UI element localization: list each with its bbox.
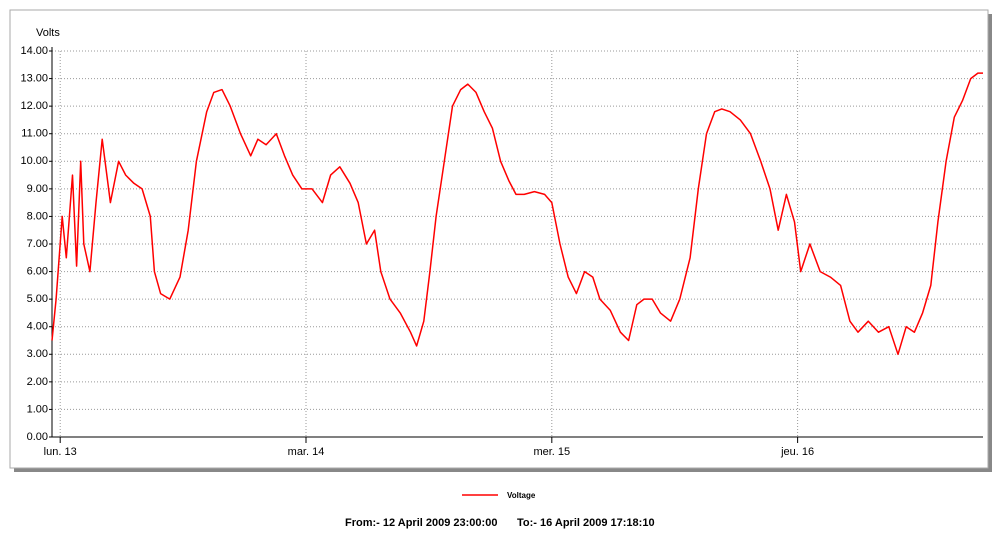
footer-from: From:- 12 April 2009 23:00:00	[345, 517, 497, 529]
y-tick-label: 8.00	[27, 210, 48, 222]
y-tick-label: 2.00	[27, 376, 48, 388]
y-tick-label: 13.00	[20, 72, 48, 84]
footer-to: To:- 16 April 2009 17:18:10	[517, 517, 655, 529]
x-tick-label: jeu. 16	[780, 446, 814, 458]
y-tick-label: 1.00	[27, 403, 48, 415]
y-tick-label: 14.00	[20, 45, 48, 57]
y-tick-label: 6.00	[27, 265, 48, 277]
voltage-line	[51, 72, 983, 356]
legend-label: Voltage	[507, 491, 536, 500]
y-tick-label: 11.00	[21, 128, 48, 140]
y-tick-label: 0.00	[27, 431, 48, 443]
y-tick-label: 9.00	[27, 183, 48, 195]
y-tick-label: 7.00	[27, 238, 48, 250]
y-axis-label: Volts	[36, 27, 60, 39]
y-tick-label: 3.00	[27, 348, 48, 360]
panel	[9, 9, 989, 469]
y-tick-label: 10.00	[20, 155, 48, 167]
y-tick-label: 5.00	[27, 293, 48, 305]
y-tick-label: 4.00	[27, 321, 48, 333]
x-tick-label: mer. 15	[533, 446, 570, 458]
y-tick-label: 12.00	[20, 100, 48, 112]
x-tick-label: lun. 13	[44, 446, 77, 458]
x-tick-label: mar. 14	[288, 446, 325, 458]
